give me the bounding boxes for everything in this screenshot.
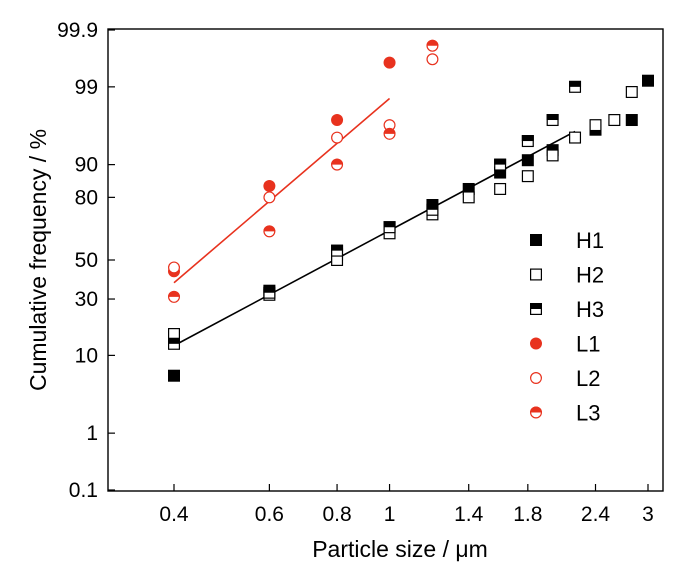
legend-label: H3 xyxy=(576,297,604,322)
l3-point xyxy=(383,127,396,140)
h3-point xyxy=(263,286,276,299)
x-tick-label: 1.8 xyxy=(513,503,542,526)
l2-point xyxy=(168,261,181,274)
h3-point xyxy=(546,114,559,127)
h2-point xyxy=(569,131,582,144)
data-markers xyxy=(168,39,654,382)
legend-label: H2 xyxy=(576,263,604,288)
x-axis: 0.4 0.6 0.8 1 1.4 1.8 2.4 3 xyxy=(159,484,654,526)
h2-point xyxy=(462,191,475,204)
y-axis-title: Cumulative frequency / % xyxy=(25,129,51,391)
h3-point xyxy=(331,244,344,257)
fit-line xyxy=(173,97,391,284)
x-tick-label: 0.8 xyxy=(322,503,351,526)
l2-point xyxy=(426,53,439,66)
h2-point xyxy=(608,114,621,127)
l1-point xyxy=(383,56,396,69)
y-tick-label: 1 xyxy=(86,422,98,445)
l3-point xyxy=(331,158,344,171)
l3-point xyxy=(168,290,181,303)
h1-point xyxy=(625,114,638,127)
h2-point xyxy=(521,170,534,183)
legend-marker xyxy=(529,372,542,385)
legend-label: L1 xyxy=(576,332,600,357)
h2-point xyxy=(494,182,507,195)
h3-point xyxy=(569,80,582,93)
legend-marker xyxy=(529,303,542,316)
y-tick-label: 80 xyxy=(75,186,98,209)
y-tick-label: 90 xyxy=(75,154,98,177)
y-tick-label: 99.9 xyxy=(57,19,98,42)
x-tick-label: 0.6 xyxy=(255,503,284,526)
h1-point xyxy=(642,74,654,87)
legend-marker xyxy=(529,268,542,281)
h3-point xyxy=(168,337,181,350)
y-tick-label: 99 xyxy=(75,76,98,99)
legend-marker xyxy=(530,234,542,246)
legend-label: H1 xyxy=(576,228,604,253)
legend: H1 H2 H3 L1 L2 L3 xyxy=(529,228,604,426)
legend-label: L3 xyxy=(576,401,600,426)
x-tick-label: 1 xyxy=(384,503,396,526)
h2-point xyxy=(168,328,181,341)
h2-point xyxy=(625,86,638,99)
h2-point xyxy=(589,119,602,132)
h3-point xyxy=(521,135,534,148)
fit-line xyxy=(173,130,576,347)
legend-label: L2 xyxy=(576,366,600,391)
x-tick-label: 3 xyxy=(642,503,654,526)
legend-entry-h1: H1 xyxy=(530,228,604,253)
l1-point xyxy=(263,179,276,192)
x-tick-label: 0.4 xyxy=(159,503,189,526)
l3-point xyxy=(263,225,276,238)
x-tick-label: 2.4 xyxy=(581,503,611,526)
h3-point xyxy=(383,221,396,234)
l1-point xyxy=(331,114,344,127)
x-axis-title: Particle size / μm xyxy=(312,536,488,562)
legend-entry-l3: L3 xyxy=(529,401,600,426)
legend-entry-l1: L1 xyxy=(530,332,600,357)
y-axis: 0.1 1 10 30 50 80 90 99 99.9 xyxy=(57,19,115,502)
y-tick-label: 50 xyxy=(75,249,98,272)
h3-point xyxy=(426,203,439,216)
x-tick-label: 1.4 xyxy=(454,503,484,526)
y-tick-label: 10 xyxy=(75,344,98,367)
y-tick-label: 30 xyxy=(75,288,98,311)
legend-entry-l2: L2 xyxy=(529,366,600,391)
l2-point xyxy=(331,131,344,144)
h2-point xyxy=(546,149,559,162)
legend-entry-h2: H2 xyxy=(529,263,604,288)
h1-point xyxy=(521,154,534,167)
l3-point xyxy=(426,39,439,52)
legend-marker xyxy=(530,337,542,350)
y-tick-label: 0.1 xyxy=(69,479,98,502)
fit-lines xyxy=(173,97,576,347)
h3-point xyxy=(494,158,507,171)
l2-point xyxy=(263,191,276,204)
h1-point xyxy=(168,369,180,382)
legend-entry-h3: H3 xyxy=(529,297,604,322)
legend-marker xyxy=(529,406,542,419)
